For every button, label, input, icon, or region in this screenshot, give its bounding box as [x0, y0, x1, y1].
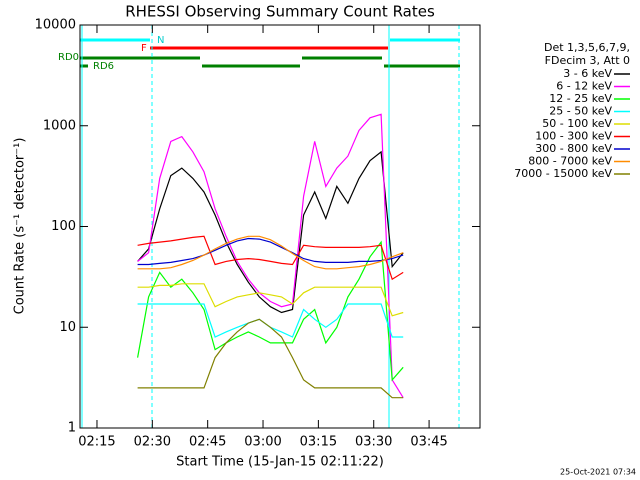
legend-header: FDecim 3, Att 0 [545, 54, 630, 67]
x-tick-label: 03:45 [410, 435, 447, 450]
chart-title: RHESSI Observing Summary Count Rates [125, 3, 435, 21]
x-tick-label: 03:30 [355, 435, 392, 450]
data-line [137, 240, 404, 382]
annotation: RD6 [93, 61, 114, 72]
data-line [137, 113, 404, 399]
x-tick-label: 02:45 [189, 435, 226, 450]
annotation: N [157, 35, 164, 46]
legend-header: Det 1,3,5,6,7,9, [544, 41, 630, 54]
legend-label: 300 - 800 keV [535, 142, 612, 155]
y-tick-label: 10 [59, 320, 76, 335]
y-tick-label: 1000 [43, 118, 76, 133]
x-tick-label: 03:15 [300, 435, 337, 450]
x-tick-label: 02:30 [134, 435, 171, 450]
y-tick-label: 10000 [35, 18, 76, 33]
legend-label: 12 - 25 keV [549, 92, 612, 105]
legend-label: 3 - 6 keV [563, 67, 612, 80]
data-line [137, 235, 404, 270]
annotation: RD0 [58, 52, 79, 63]
data-line [137, 150, 404, 314]
x-axis-label: Start Time (15-Jan-15 02:11:22) [176, 455, 384, 470]
legend-label: 25 - 50 keV [549, 105, 612, 118]
legend-label: 7000 - 15000 keV [514, 167, 612, 180]
legend-label: 50 - 100 keV [542, 117, 612, 130]
x-tick-label: 03:00 [244, 435, 281, 450]
data-line [137, 235, 404, 281]
y-tick-label: 100 [51, 219, 76, 234]
data-line [137, 318, 404, 399]
y-axis-label: Count Rate (s⁻¹ detector⁻¹) [13, 138, 28, 315]
legend-label: 100 - 300 keV [535, 130, 612, 143]
data-line [137, 237, 404, 266]
timestamp: 25-Oct-2021 07:34 [560, 468, 636, 477]
annotation: F [141, 43, 147, 54]
data-line [137, 283, 404, 317]
legend-label: 800 - 7000 keV [528, 155, 612, 168]
y-tick-label: 1 [68, 421, 76, 436]
x-tick-label: 02:15 [78, 435, 115, 450]
legend-label: 6 - 12 keV [556, 80, 612, 93]
